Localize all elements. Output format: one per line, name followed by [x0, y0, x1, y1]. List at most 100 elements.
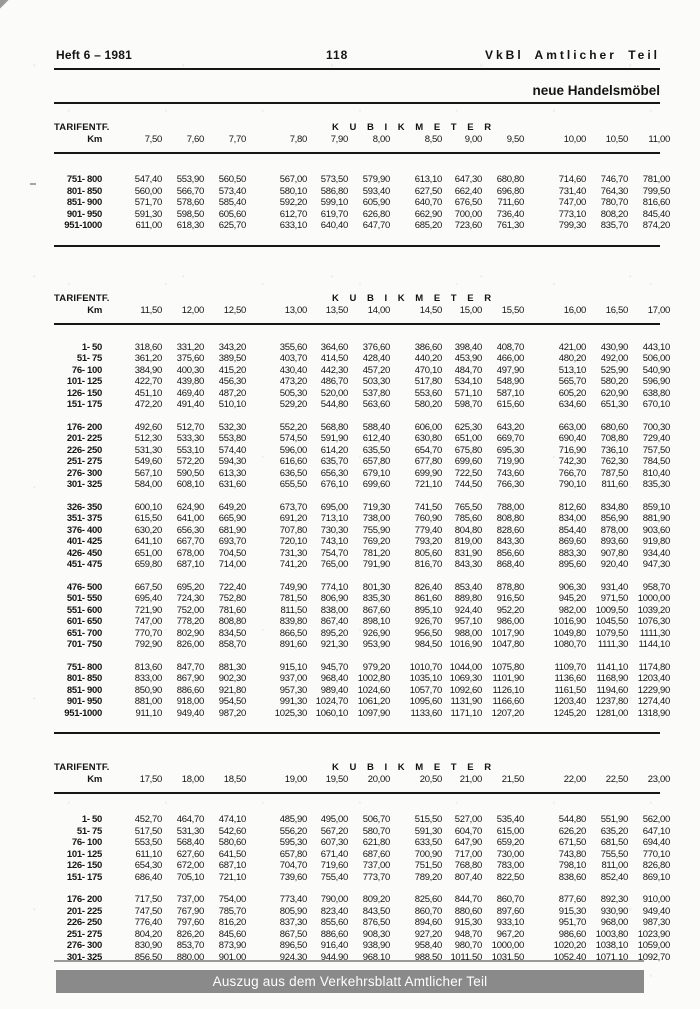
value-cell: 612,40 [362, 433, 391, 444]
km-range-cell: 226- 250 [66, 444, 102, 456]
column-header: 20,00 [367, 774, 391, 785]
value-cell: 894,60 [414, 917, 443, 928]
column-header: 14,00 [367, 304, 391, 316]
value-cell: 895,10 [414, 604, 443, 616]
value-cell: 988,00 [454, 627, 483, 639]
value-cell: 1080,70 [553, 639, 587, 650]
value-cell: 979,20 [362, 661, 391, 673]
column-header: 23,00 [647, 774, 671, 785]
value-cell: 722,50 [454, 467, 483, 479]
value-cell: 331,20 [176, 341, 205, 353]
value-cell: 531,30 [134, 444, 163, 456]
table-header-rule [54, 322, 660, 325]
value-cell: 421,00 [558, 341, 587, 353]
value-cell: 743,80 [558, 848, 587, 860]
value-cell: 1075,80 [491, 661, 525, 673]
column-header: 9,50 [506, 134, 525, 145]
value-cell: 714,00 [218, 559, 247, 570]
table-row: 226- 250 776,40 797,60 816,20 837,30 855,60 87… [54, 917, 670, 929]
value-cell: 805,60 [414, 547, 443, 559]
value-cell: 855,60 [320, 917, 349, 928]
value-cell: 808,20 [600, 208, 629, 220]
value-cell: 640,40 [320, 220, 349, 231]
value-cell: 878,80 [496, 581, 525, 593]
value-cell: 551,90 [600, 814, 629, 825]
value-cell: 812,60 [558, 501, 587, 513]
value-cell: 769,20 [362, 536, 391, 547]
column-header: 13,50 [325, 304, 349, 316]
value-cell: 565,70 [558, 376, 587, 387]
value-cell: 1045,50 [595, 616, 629, 627]
value-cell: 485,90 [279, 814, 308, 825]
value-cell: 859,10 [642, 501, 671, 513]
value-cell: 651,30 [600, 399, 629, 410]
value-cell: 802,90 [176, 627, 205, 639]
value-cell: 605,90 [362, 197, 391, 208]
value-cell: 722,40 [218, 581, 247, 593]
value-cell: 853,40 [454, 581, 483, 593]
value-cell: 626,80 [362, 208, 391, 220]
value-cell: 657,80 [362, 456, 391, 467]
value-cell: 625,30 [454, 421, 483, 433]
table-row: 751- 800 813,60 847,70 881,30 915,10 945,70 97… [54, 662, 670, 674]
value-cell: 676,10 [320, 479, 349, 490]
table-row: 751- 800 547,40 553,90 560,50 567,00 573,50 57… [54, 174, 670, 186]
value-cell: 414,50 [320, 353, 349, 364]
table-row: 1- 50 318,60 331,20 343,20 355,60 364,60 376,6… [54, 342, 670, 354]
value-cell: 1274,40 [637, 696, 671, 707]
value-cell: 947,30 [642, 559, 671, 570]
km-range-cell: 951-1000 [64, 220, 102, 231]
value-cell: 906,30 [558, 581, 587, 593]
value-cell: 1144,10 [638, 639, 670, 650]
table-row: 451- 475 659,80 687,10 714,00 741,20 765,00 79… [54, 559, 670, 571]
value-cell: 767,90 [176, 905, 205, 917]
table-row: 901- 950 591,30 598,50 605,60 612,70 619,70 62… [54, 209, 670, 221]
value-cell: 916,40 [320, 940, 349, 951]
km-range-cell: 226- 250 [66, 917, 102, 928]
value-cell: 580,60 [218, 837, 247, 848]
value-cell: 1024,70 [315, 696, 349, 707]
value-cell: 667,50 [134, 581, 163, 593]
table-row: 76- 100 553,50 568,40 580,60 595,30 607,30 621… [54, 837, 670, 849]
km-range-cell: 76- 100 [71, 837, 102, 848]
tariff-table: TARIFENTF. K U B I K M E T E R Km 17,50 18,0… [54, 762, 670, 963]
value-cell: 895,60 [558, 559, 587, 570]
value-cell: 687,10 [176, 559, 205, 570]
value-cell: 1194,60 [596, 684, 628, 696]
value-cell: 915,30 [558, 905, 587, 917]
value-cell: 893,60 [600, 536, 629, 547]
column-header: 12,50 [223, 304, 247, 316]
value-cell: 525,90 [600, 364, 629, 376]
value-cell: 1000,00 [491, 940, 525, 951]
value-cell: 549,60 [134, 456, 163, 467]
table-row: 351- 375 615,50 641,00 665,90 691,20 713,10 73… [54, 513, 670, 525]
value-cell: 713,10 [320, 513, 349, 524]
km-range-cell: 751- 800 [66, 661, 102, 673]
value-cell: 361,20 [134, 353, 163, 364]
value-cell: 1060,10 [315, 707, 349, 719]
value-cell: 630,80 [414, 433, 443, 444]
column-header: 21,00 [459, 774, 483, 785]
value-cell: 700,00 [454, 208, 483, 220]
value-cell: 704,50 [218, 547, 247, 559]
value-cell: 902,30 [218, 673, 247, 684]
value-cell: 687,10 [218, 860, 247, 871]
column-header: 17,50 [139, 774, 163, 785]
value-cell: 926,70 [414, 616, 443, 627]
value-cell: 1049,80 [553, 627, 587, 639]
value-cell: 1038,10 [595, 940, 629, 951]
value-cell: 695,40 [134, 593, 163, 604]
value-cell: 856,90 [600, 513, 629, 524]
value-cell: 921,80 [218, 684, 247, 696]
value-cell: 625,70 [218, 220, 247, 231]
value-cell: 695,20 [176, 581, 205, 593]
value-cell: 544,80 [320, 399, 349, 410]
value-cell: 647,10 [642, 825, 671, 837]
value-cell: 408,70 [496, 341, 525, 353]
value-cell: 1009,50 [595, 604, 629, 616]
value-cell: 573,50 [320, 174, 349, 185]
column-header: 7,80 [289, 134, 308, 145]
value-cell: 819,00 [454, 536, 483, 547]
value-cell: 948,70 [454, 928, 483, 940]
value-cell: 868,40 [496, 559, 525, 570]
